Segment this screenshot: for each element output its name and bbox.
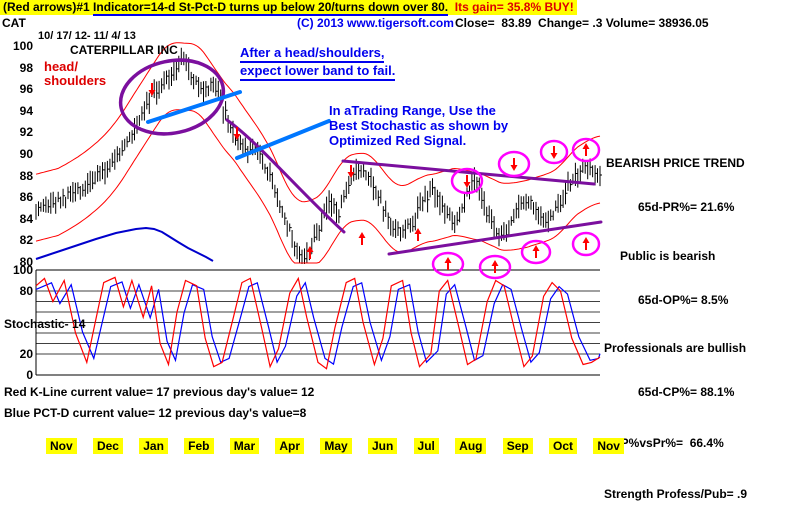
month-label: Jun (367, 438, 398, 454)
price-axis-label: 92 (19, 125, 33, 139)
stoch-axis-label: 0 (26, 368, 33, 382)
date-range: 10/ 17/ 12- 11/ 4/ 13 (38, 30, 136, 42)
price-axis-label: 94 (19, 104, 33, 118)
banner-prefix: (Red arrows)#1 (3, 0, 94, 14)
indicator-banner: (Red arrows)#1 Indicator=14-d St-Pct-D t… (0, 0, 577, 16)
month-label: Sep (502, 438, 533, 454)
price-axis-label: 88 (19, 169, 33, 183)
month-label: Apr (275, 438, 305, 454)
month-label: Dec (92, 438, 123, 454)
month-label: Oct (549, 438, 578, 454)
month-axis: Nov Dec Jan Feb Mar Apr May Jun Jul Aug … (46, 438, 624, 454)
kline-readout: Red K-Line current value= 17 previous da… (4, 385, 315, 399)
stat-professionals: Professionals are bullish (604, 341, 747, 355)
month-label: Mar (229, 438, 260, 454)
trading-range-note-line1: In aTrading Range, Use the (329, 103, 496, 118)
banner-underlined-text: Indicator=14-d St-Pct-D turns up below 2… (93, 0, 449, 16)
month-label: Nov (593, 438, 624, 454)
company-name: CATERPILLAR INC (70, 43, 178, 57)
stock-chart-canvas (35, 42, 603, 376)
month-label: Feb (184, 438, 214, 454)
banner-gain-text: Its gain= 35.8% BUY! (448, 0, 574, 14)
band-failure-note-line2: expect lower band to fail. (240, 63, 396, 81)
band-failure-note: After a head/shoulders, expect lower ban… (240, 45, 396, 81)
trading-range-note-line2: Best Stochastic as shown by (329, 118, 509, 133)
price-axis-label: 96 (19, 82, 33, 96)
price-axis-label: 80 (19, 255, 33, 269)
stat-op: 65d-OP%= 8.5% (638, 293, 729, 307)
stochastic-panel-title: Stochastic- 14 (4, 317, 86, 331)
month-label: Jul (413, 438, 439, 454)
stoch-axis-label: 20 (19, 347, 33, 361)
stat-trend: BEARISH PRICE TREND (606, 156, 745, 170)
price-axis-label: 98 (19, 61, 33, 75)
quote-readout: Close= 83.89 Change= .3 Volume= 38936.05 (455, 16, 709, 30)
stoch-axis-label: 80 (19, 284, 33, 298)
price-axis-label: 90 (19, 147, 33, 161)
month-label: May (320, 438, 352, 454)
stat-pr: 65d-PR%= 21.6% (638, 200, 735, 214)
price-axis-label: 100 (12, 39, 33, 53)
trading-range-note-line3: Optimized Red Signal. (329, 133, 467, 148)
price-axis-label: 84 (19, 212, 33, 226)
ticker-symbol: CAT (2, 16, 26, 30)
pctd-readout: Blue PCT-D current value= 12 previous da… (4, 406, 307, 420)
trading-range-note: In aTrading Range, Use the Best Stochast… (329, 103, 508, 148)
price-axis-label: 86 (19, 190, 33, 204)
head-shoulders-note-line2: shoulders (44, 73, 107, 88)
head-shoulders-note-line1: head/ (44, 59, 78, 74)
month-label: Nov (46, 438, 77, 454)
month-label: Jan (139, 438, 168, 454)
stat-strength: Strength Profess/Pub= .9 (604, 487, 748, 501)
copyright-link: (C) 2013 www.tigersoft.com (297, 16, 454, 30)
price-axis-label: 82 (19, 233, 33, 247)
right-stats-panel: BEARISH PRICE TREND 65d-PR%= 21.6% Publi… (604, 128, 747, 515)
month-label: Aug (455, 438, 487, 454)
band-failure-note-line1: After a head/shoulders, (240, 45, 385, 63)
stat-cp: 65d-CP%= 88.1% (638, 385, 735, 399)
head-shoulders-note: head/ shoulders (44, 60, 106, 88)
stoch-axis-label: 100 (12, 263, 33, 277)
page: { "banner": { "prefix": "(Red arrows)#1 … (0, 0, 748, 501)
stat-public: Public is bearish (620, 249, 716, 263)
stat-cp-vs-pr: CP%vsPr%= 66.4% (612, 436, 724, 450)
